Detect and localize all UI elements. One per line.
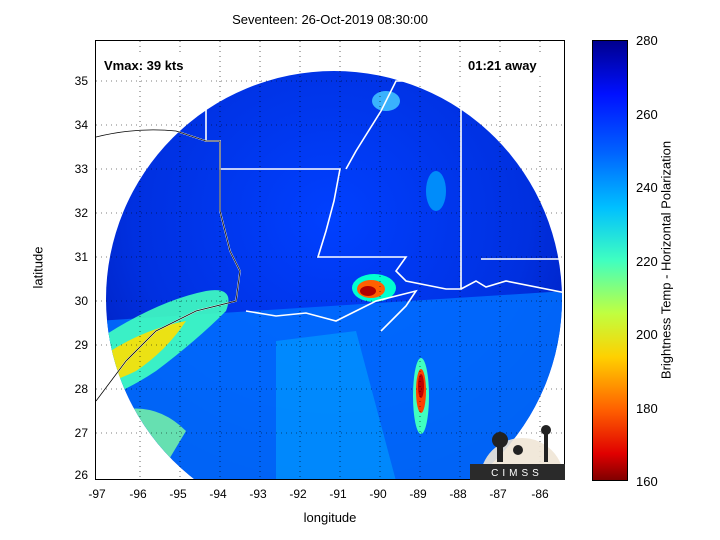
time-away-label: 01:21 away (464, 56, 541, 75)
y-tick-label: 35 (74, 74, 88, 88)
colorbar (592, 40, 628, 481)
x-tick-label: -86 (531, 487, 549, 501)
y-tick-label: 26 (74, 468, 88, 482)
colorbar-tick-label: 180 (636, 401, 658, 416)
x-tick-label: -93 (249, 487, 267, 501)
map-plot-area (95, 40, 565, 480)
x-tick-label: -87 (489, 487, 507, 501)
coastline (96, 129, 241, 402)
colorbar-tick-label: 280 (636, 33, 658, 48)
x-tick-label: -97 (88, 487, 106, 501)
colorbar-tick-label: 260 (636, 107, 658, 122)
logo-text: CIMSS (491, 468, 543, 479)
colorbar-tick-label: 200 (636, 327, 658, 342)
colorbar-tick-label: 220 (636, 254, 658, 269)
x-tick-label: -91 (329, 487, 347, 501)
map-title: Seventeen: 26-Oct-2019 08:30:00 (232, 12, 428, 27)
x-tick-label: -89 (409, 487, 427, 501)
brightness-temp-map (96, 41, 564, 479)
cimss-logo: CIMSS (470, 425, 565, 480)
x-axis-title: longitude (303, 510, 357, 525)
y-tick-label: 30 (74, 294, 88, 308)
x-tick-label: -96 (129, 487, 147, 501)
colorbar-title: Brightness Temp - Horizontal Polarizatio… (658, 140, 674, 380)
x-tick-label: -92 (289, 487, 307, 501)
y-tick-label: 28 (74, 382, 88, 396)
y-tick-label: 32 (74, 206, 88, 220)
y-tick-label: 29 (74, 338, 88, 352)
y-tick-label: 31 (74, 250, 88, 264)
x-tick-label: -94 (209, 487, 227, 501)
x-tick-label: -88 (449, 487, 467, 501)
x-tick-label: -95 (169, 487, 187, 501)
x-tick-label: -90 (369, 487, 387, 501)
vmax-label: Vmax: 39 kts (100, 56, 188, 75)
y-tick-label: 34 (74, 118, 88, 132)
y-tick-label: 27 (74, 426, 88, 440)
y-tick-label: 33 (74, 162, 88, 176)
colorbar-tick-label: 160 (636, 474, 658, 489)
y-axis-title: latitude (30, 246, 46, 289)
colorbar-tick-label: 240 (636, 180, 658, 195)
